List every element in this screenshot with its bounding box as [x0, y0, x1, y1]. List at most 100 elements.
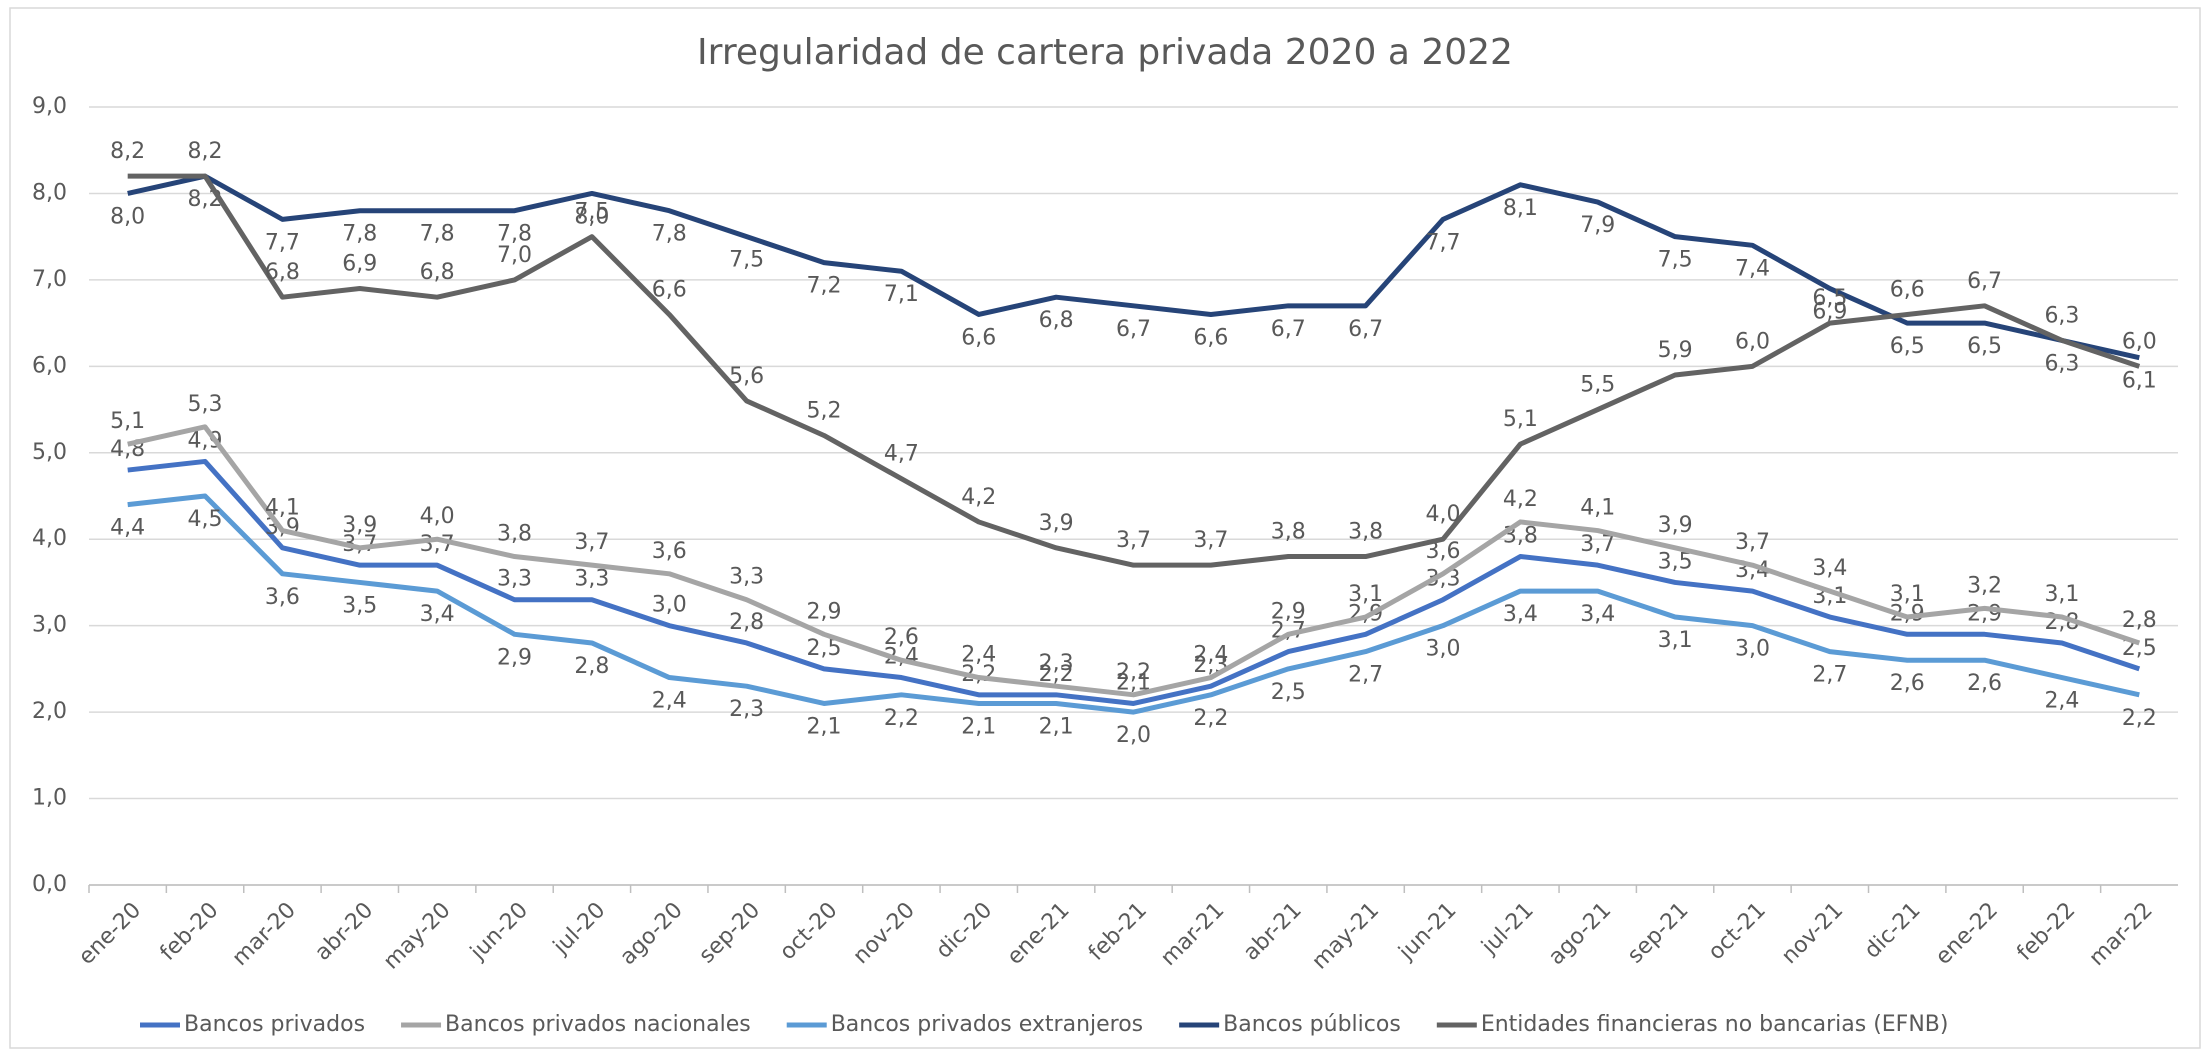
data-label: 3,7: [1580, 532, 1615, 557]
data-label: 3,0: [1425, 637, 1460, 662]
data-label: 2,9: [1271, 599, 1306, 624]
data-label: 5,1: [110, 409, 145, 434]
data-label: 6,0: [2122, 329, 2157, 354]
data-label: 4,7: [884, 442, 919, 467]
y-tick-label: 5,0: [32, 440, 67, 465]
data-label: 2,8: [574, 654, 609, 679]
data-label: 8,0: [574, 204, 609, 229]
data-label: 6,9: [342, 252, 377, 277]
data-label: 2,2: [1116, 660, 1151, 685]
data-label: 8,1: [1503, 196, 1538, 221]
data-label: 3,1: [1890, 582, 1925, 607]
data-label: 6,7: [1348, 317, 1383, 342]
data-label: 3,5: [342, 593, 377, 618]
data-label: 7,2: [807, 274, 842, 299]
data-label: 7,4: [1735, 256, 1770, 281]
data-label: 2,9: [807, 599, 842, 624]
y-tick-label: 4,0: [32, 526, 67, 551]
legend-label: Bancos públicos: [1223, 1012, 1401, 1037]
data-label: 3,3: [497, 567, 532, 592]
y-tick-label: 9,0: [32, 94, 67, 119]
data-label: 3,0: [1735, 637, 1770, 662]
data-label: 7,8: [420, 222, 455, 247]
data-label: 2,4: [652, 689, 687, 714]
data-label: 7,8: [342, 222, 377, 247]
data-label: 2,5: [1271, 680, 1306, 705]
data-label: 2,4: [1193, 643, 1228, 668]
chart-title: Irregularidad de cartera privada 2020 a …: [697, 32, 1513, 73]
data-label: 6,6: [652, 277, 687, 302]
data-label: 7,9: [1580, 213, 1615, 238]
data-label: 5,2: [807, 398, 842, 423]
data-label: 3,8: [1348, 520, 1383, 545]
data-label: 2,3: [729, 697, 764, 722]
data-label: 7,0: [497, 243, 532, 268]
data-label: 3,6: [265, 585, 300, 610]
data-label: 3,8: [1271, 520, 1306, 545]
data-label: 7,8: [497, 222, 532, 247]
data-label: 2,9: [497, 645, 532, 670]
data-label: 3,7: [420, 532, 455, 557]
legend-label: Bancos privados extranjeros: [831, 1012, 1143, 1037]
data-label: 3,7: [1116, 528, 1151, 553]
data-label: 6,1: [2122, 369, 2157, 394]
data-label: 2,6: [1890, 671, 1925, 696]
data-label: 3,4: [420, 602, 455, 627]
data-label: 3,8: [497, 522, 532, 547]
data-label: 6,5: [1967, 334, 2002, 359]
data-label: 6,8: [1039, 308, 1074, 333]
legend-label: Entidades financieras no bancarias (EFNB…: [1481, 1012, 1949, 1037]
data-label: 3,1: [1658, 628, 1693, 653]
data-label: 6,6: [1193, 325, 1228, 350]
data-label: 3,2: [1967, 573, 2002, 598]
data-label: 3,4: [1580, 602, 1615, 627]
data-label: 6,7: [1271, 317, 1306, 342]
data-label: 2,4: [961, 643, 996, 668]
series-line: [127, 458, 2141, 706]
series-line: [127, 493, 2140, 715]
data-label: 2,6: [1967, 671, 2002, 696]
y-tick-label: 8,0: [32, 180, 67, 205]
series-line: [127, 424, 2141, 698]
series-line: [127, 173, 2141, 568]
data-label: 2,1: [961, 714, 996, 739]
data-label: 5,6: [729, 364, 764, 389]
data-label: 8,2: [188, 139, 223, 164]
data-label: 8,2: [110, 139, 145, 164]
data-label: 6,7: [1116, 317, 1151, 342]
data-label: 6,8: [265, 260, 300, 285]
data-label: 3,4: [1812, 556, 1847, 581]
y-tick-label: 1,0: [32, 786, 67, 811]
data-label: 6,6: [961, 325, 996, 350]
data-label: 4,1: [265, 496, 300, 521]
y-tick-label: 7,0: [32, 267, 67, 292]
data-label: 5,5: [1580, 373, 1615, 398]
data-label: 7,8: [652, 222, 687, 247]
data-label: 2,9: [1967, 601, 2002, 626]
data-label: 7,5: [1658, 248, 1693, 273]
data-label: 2,3: [1193, 653, 1228, 678]
data-label: 2,1: [807, 714, 842, 739]
data-label: 4,0: [420, 504, 455, 529]
data-label: 3,5: [1658, 549, 1693, 574]
data-label: 2,7: [1812, 663, 1847, 688]
data-label: 2,4: [2044, 689, 2079, 714]
data-label: 4,2: [1503, 487, 1538, 512]
data-label: 4,4: [110, 516, 145, 541]
data-label: 3,3: [574, 567, 609, 592]
data-label: 6,7: [1967, 269, 2002, 294]
data-label: 3,3: [729, 565, 764, 590]
data-label: 5,3: [188, 392, 223, 417]
data-label: 7,5: [729, 248, 764, 273]
data-label: 5,1: [1503, 407, 1538, 432]
data-label: 6,5: [1812, 286, 1847, 311]
data-label: 3,9: [342, 513, 377, 538]
data-label: 7,7: [265, 230, 300, 255]
legend-label: Bancos privados: [184, 1012, 365, 1037]
data-label: 7,5: [574, 200, 609, 225]
data-label: 3,7: [1735, 530, 1770, 555]
data-label: 8,0: [110, 204, 145, 229]
data-label: 2,0: [1116, 723, 1151, 748]
data-label: 4,5: [188, 507, 223, 532]
data-label: 3,4: [1503, 602, 1538, 627]
